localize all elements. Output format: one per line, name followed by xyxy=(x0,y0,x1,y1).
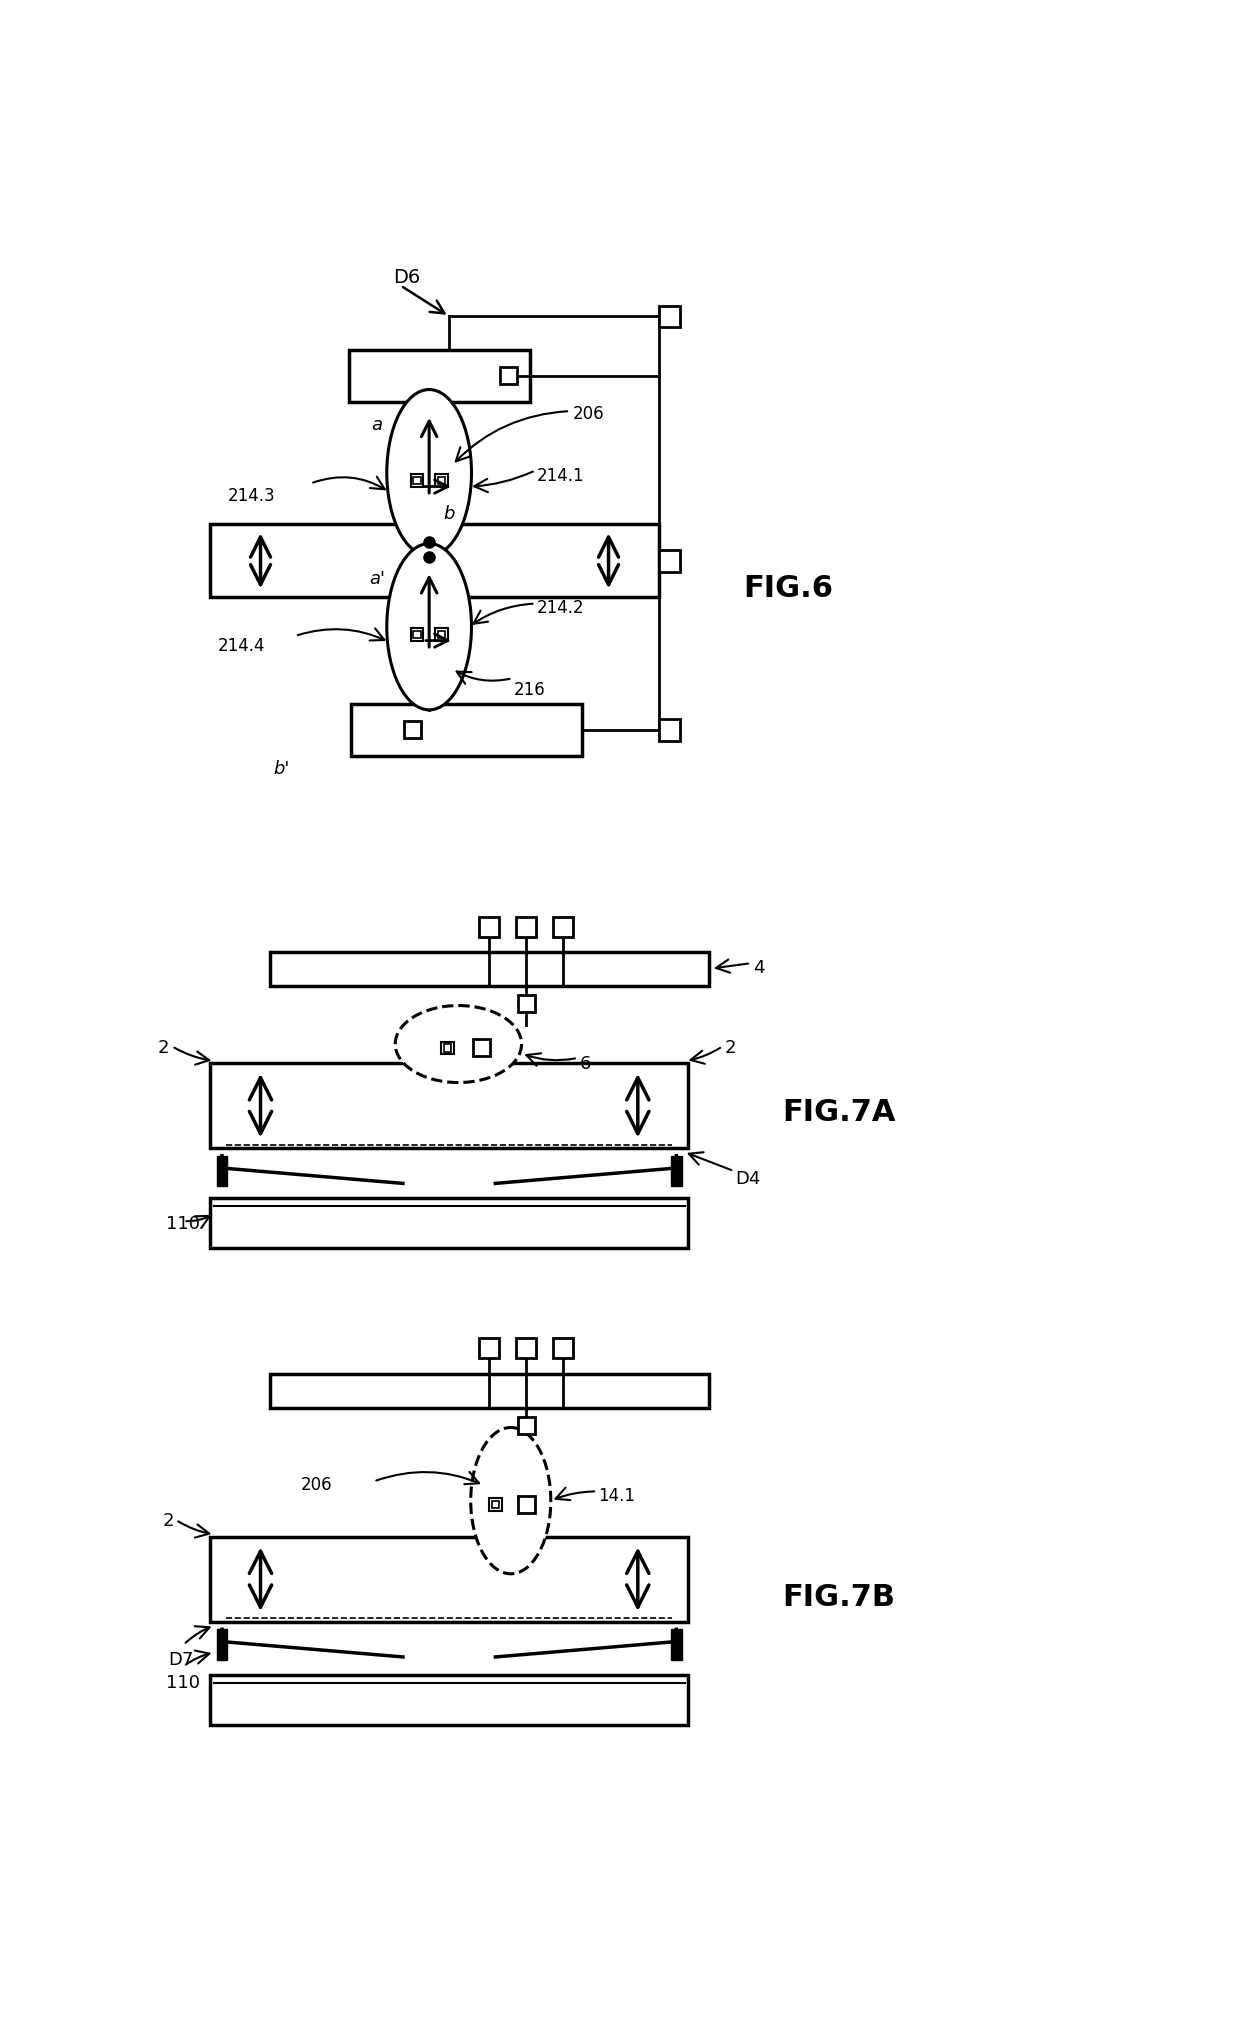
Text: 216: 216 xyxy=(513,681,546,699)
Text: b: b xyxy=(443,505,454,523)
Text: 2: 2 xyxy=(159,1038,170,1056)
Bar xyxy=(441,1042,454,1054)
Bar xyxy=(211,1676,688,1725)
Text: 214.1: 214.1 xyxy=(537,466,584,484)
Bar xyxy=(479,1338,500,1358)
Text: 110: 110 xyxy=(166,1674,200,1693)
Ellipse shape xyxy=(471,1427,551,1573)
Bar xyxy=(516,916,536,936)
Text: 2: 2 xyxy=(725,1038,737,1056)
Text: a': a' xyxy=(370,570,386,588)
Bar xyxy=(658,549,681,572)
Bar xyxy=(410,474,423,486)
Text: D4: D4 xyxy=(735,1170,761,1188)
Polygon shape xyxy=(217,1630,227,1660)
Bar xyxy=(658,306,681,326)
Bar xyxy=(211,1064,688,1147)
Bar xyxy=(438,476,445,484)
Bar xyxy=(553,1338,573,1358)
Bar xyxy=(413,476,420,484)
Text: 214.4: 214.4 xyxy=(218,636,265,655)
Bar xyxy=(435,628,448,641)
Text: FIG.6: FIG.6 xyxy=(743,574,833,604)
Polygon shape xyxy=(217,1155,227,1186)
Bar xyxy=(658,720,681,740)
Text: 2: 2 xyxy=(162,1512,175,1530)
Text: 206: 206 xyxy=(573,405,604,424)
Bar xyxy=(435,474,448,486)
Bar xyxy=(472,1040,490,1056)
Bar xyxy=(211,525,658,598)
Polygon shape xyxy=(671,1155,682,1186)
Bar xyxy=(270,951,708,987)
Bar xyxy=(490,1498,501,1510)
Bar xyxy=(413,630,420,639)
Ellipse shape xyxy=(387,389,471,555)
Text: 4: 4 xyxy=(754,959,765,977)
Bar xyxy=(270,1374,708,1409)
Bar xyxy=(351,703,582,756)
Bar xyxy=(479,916,500,936)
Text: 6: 6 xyxy=(580,1054,591,1072)
Text: 214.3: 214.3 xyxy=(227,486,275,505)
Bar xyxy=(516,1338,536,1358)
Bar xyxy=(517,1496,534,1512)
Text: FIG.7B: FIG.7B xyxy=(781,1583,895,1611)
Bar xyxy=(410,628,423,641)
Bar xyxy=(211,1536,688,1622)
Bar xyxy=(350,349,529,401)
Text: FIG.7A: FIG.7A xyxy=(781,1099,895,1127)
Bar xyxy=(404,722,420,738)
Bar xyxy=(517,1417,534,1433)
Ellipse shape xyxy=(387,543,471,709)
Bar xyxy=(517,995,534,1011)
Text: 214.2: 214.2 xyxy=(537,600,584,616)
Text: D6: D6 xyxy=(393,268,420,288)
Bar xyxy=(491,1500,500,1508)
Ellipse shape xyxy=(396,1005,522,1082)
Text: 206: 206 xyxy=(300,1476,332,1494)
Text: 110: 110 xyxy=(166,1214,200,1232)
Text: a: a xyxy=(372,416,382,434)
Polygon shape xyxy=(671,1630,682,1660)
Text: b': b' xyxy=(274,760,290,778)
Bar xyxy=(211,1198,688,1249)
Text: D7: D7 xyxy=(169,1650,193,1668)
Bar xyxy=(444,1044,451,1052)
Bar xyxy=(500,367,517,385)
Text: 14.1: 14.1 xyxy=(599,1486,636,1504)
Bar xyxy=(438,630,445,639)
Bar xyxy=(553,916,573,936)
